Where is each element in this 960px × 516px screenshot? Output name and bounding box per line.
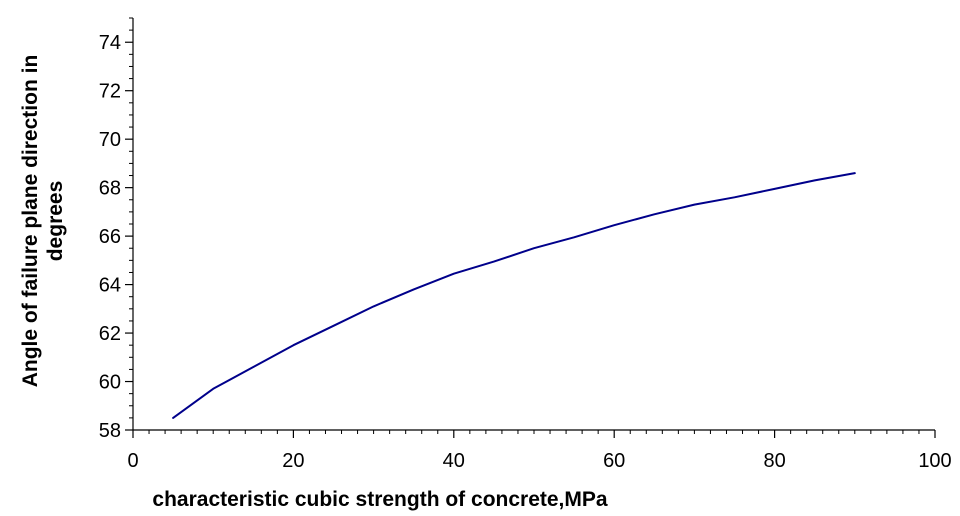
x-axis-title: characteristic cubic strength of concret… (152, 488, 607, 511)
series-line-1 (172, 172, 856, 419)
x-tick-label: 20 (282, 450, 304, 472)
y-tick-label: 66 (99, 226, 121, 248)
x-tick-label: 40 (443, 450, 465, 472)
y-axis-title-line-2: degrees (44, 181, 67, 262)
y-tick-label: 58 (99, 420, 121, 442)
y-tick-label: 72 (99, 81, 121, 103)
y-tick-label: 70 (99, 129, 121, 151)
y-tick-label: 74 (99, 32, 121, 54)
y-axis-title: Angle of failure plane direction in degr… (19, 55, 67, 388)
x-tick-label: 80 (763, 450, 785, 472)
x-tick-label: 100 (918, 450, 951, 472)
y-tick-label: 68 (99, 178, 121, 200)
y-tick-label: 64 (99, 275, 121, 297)
x-tick-label: 60 (603, 450, 625, 472)
x-tick-label: 0 (127, 450, 138, 472)
y-axis-title-line-1: Angle of failure plane direction in (19, 55, 42, 388)
y-tick-label: 60 (99, 372, 121, 394)
plot-area: 0 20 40 60 80 100 58 60 62 64 66 68 70 72 74 (99, 17, 952, 472)
y-tick-label: 62 (99, 323, 121, 345)
